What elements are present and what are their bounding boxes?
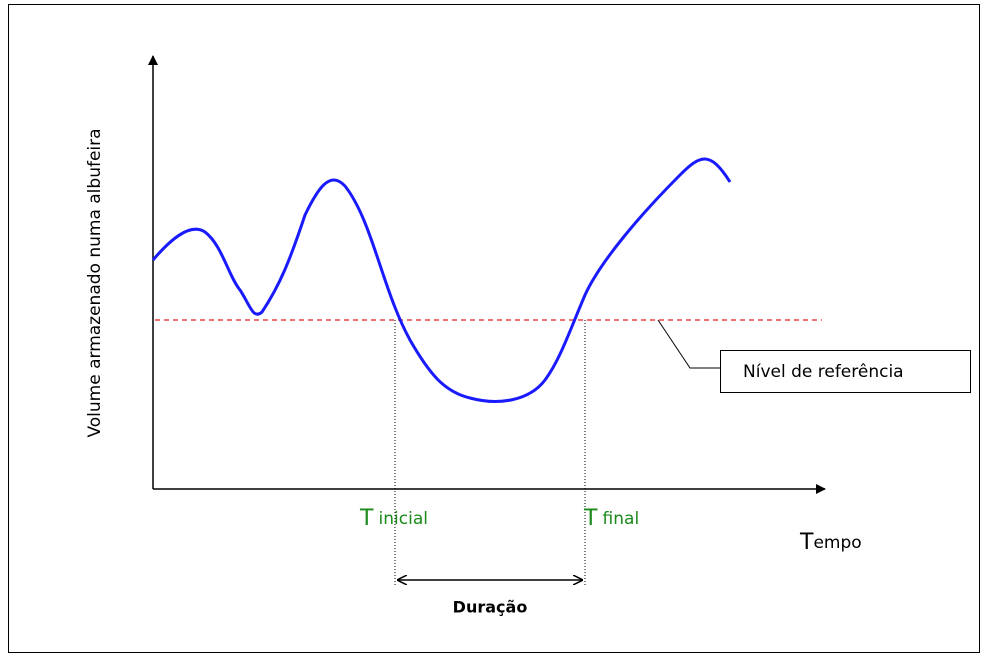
frame: [8, 4, 980, 653]
t-initial-label: T inicial: [359, 506, 428, 531]
reference-box: [720, 350, 971, 393]
reference-label: Nível de referência: [743, 362, 904, 382]
x-axis-label: Tempo: [799, 530, 862, 555]
duration-label: Duração: [453, 598, 528, 617]
t-final-label: T final: [583, 506, 639, 531]
leader-line: [657, 319, 720, 369]
y-axis-label: Volume armazenado numa albufeira: [85, 128, 105, 437]
volume-curve: [151, 157, 732, 403]
